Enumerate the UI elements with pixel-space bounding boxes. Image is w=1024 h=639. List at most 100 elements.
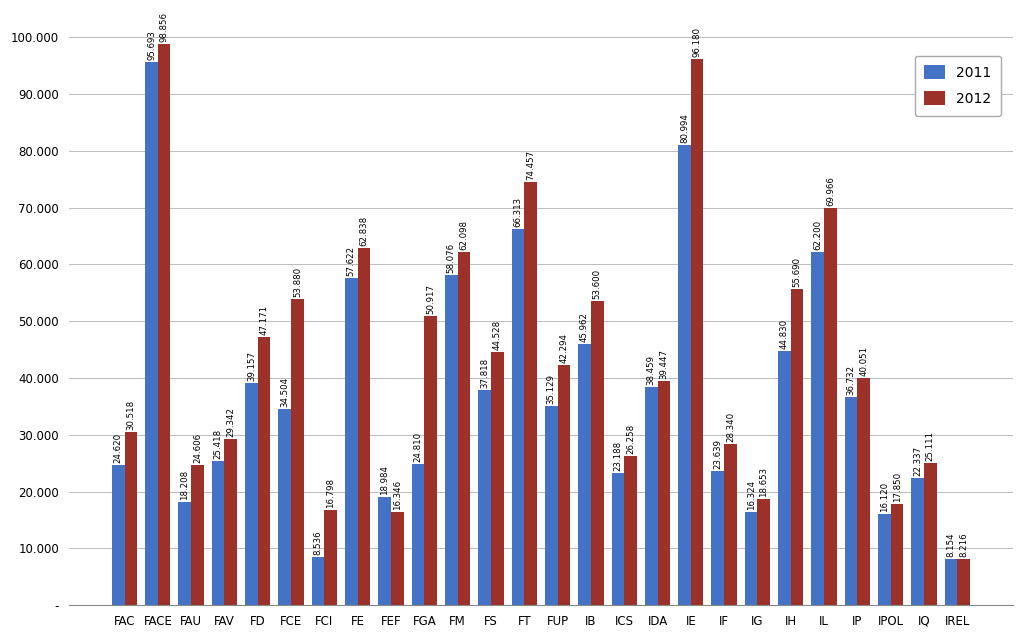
Text: 44.528: 44.528 [493,320,502,350]
Bar [191,465,204,605]
Bar [645,387,657,605]
Bar [891,504,903,605]
Bar [490,352,504,605]
Text: 8.154: 8.154 [946,532,955,557]
Text: 26.258: 26.258 [626,424,635,454]
Bar [145,62,158,605]
Bar [579,344,591,605]
Text: 55.690: 55.690 [793,257,802,287]
Text: 74.457: 74.457 [526,150,536,180]
Text: 37.818: 37.818 [480,358,489,389]
Text: 47.171: 47.171 [260,305,268,335]
Text: 16.324: 16.324 [746,481,756,511]
Bar [424,316,437,605]
Text: 36.732: 36.732 [847,364,856,394]
Bar [245,383,258,605]
Bar [791,289,804,605]
Text: 95.693: 95.693 [147,30,156,59]
Text: 24.620: 24.620 [114,433,123,463]
Text: 96.180: 96.180 [692,27,701,57]
Bar [212,461,224,605]
Text: 23.639: 23.639 [714,439,722,469]
Text: 69.966: 69.966 [826,176,835,206]
Text: 42.294: 42.294 [559,333,568,363]
Bar [657,381,670,605]
Bar [712,471,724,605]
Bar [744,512,758,605]
Text: 80.994: 80.994 [680,113,689,143]
Bar [857,378,870,605]
Text: 44.830: 44.830 [780,318,788,348]
Text: 16.346: 16.346 [393,481,401,511]
Text: 23.188: 23.188 [613,442,623,472]
Legend: 2011, 2012: 2011, 2012 [914,56,1001,116]
Bar [224,438,238,605]
Bar [545,406,558,605]
Bar [412,465,424,605]
Text: 57.622: 57.622 [347,246,356,276]
Text: 50.917: 50.917 [426,284,435,314]
Bar [258,337,270,605]
Text: 34.504: 34.504 [281,377,289,407]
Text: 8.536: 8.536 [313,530,323,555]
Bar [311,557,325,605]
Text: 18.208: 18.208 [180,470,189,500]
Text: 39.157: 39.157 [247,351,256,381]
Text: 40.051: 40.051 [859,346,868,376]
Bar [391,512,403,605]
Bar [524,182,537,605]
Text: 62.838: 62.838 [359,216,369,246]
Bar [758,499,770,605]
Bar [478,390,490,605]
Bar [724,444,737,605]
Text: 8.216: 8.216 [959,532,968,557]
Bar [878,514,891,605]
Bar [778,351,791,605]
Bar [279,409,291,605]
Text: 25.418: 25.418 [214,429,222,459]
Text: 24.606: 24.606 [193,433,202,463]
Bar [824,208,837,605]
Text: 38.459: 38.459 [647,355,655,385]
Bar [158,43,170,605]
Bar [112,465,125,605]
Bar [591,301,603,605]
Bar [125,432,137,605]
Text: 98.856: 98.856 [160,12,169,42]
Text: 22.337: 22.337 [913,446,923,476]
Text: 16.798: 16.798 [327,478,335,508]
Text: 29.342: 29.342 [226,406,236,436]
Text: 62.098: 62.098 [460,220,468,250]
Bar [512,229,524,605]
Text: 18.653: 18.653 [759,467,768,497]
Bar [911,479,924,605]
Bar [845,397,857,605]
Text: 58.076: 58.076 [446,243,456,273]
Bar [924,463,937,605]
Bar [611,473,625,605]
Bar [378,497,391,605]
Text: 39.447: 39.447 [659,349,669,379]
Text: 18.984: 18.984 [380,465,389,495]
Bar [678,145,691,605]
Text: 16.120: 16.120 [880,482,889,512]
Text: 24.810: 24.810 [414,432,423,462]
Bar [345,278,357,605]
Bar [178,502,191,605]
Bar [445,275,458,605]
Bar [458,252,470,605]
Text: 35.129: 35.129 [547,374,556,404]
Text: 17.850: 17.850 [893,472,901,502]
Text: 62.200: 62.200 [813,220,822,250]
Bar [558,365,570,605]
Bar [291,299,304,605]
Bar [625,456,637,605]
Bar [945,559,957,605]
Text: 53.600: 53.600 [593,268,602,299]
Bar [957,558,970,605]
Text: 25.111: 25.111 [926,431,935,461]
Text: 28.340: 28.340 [726,412,735,442]
Bar [811,252,824,605]
Bar [357,249,371,605]
Bar [325,510,337,605]
